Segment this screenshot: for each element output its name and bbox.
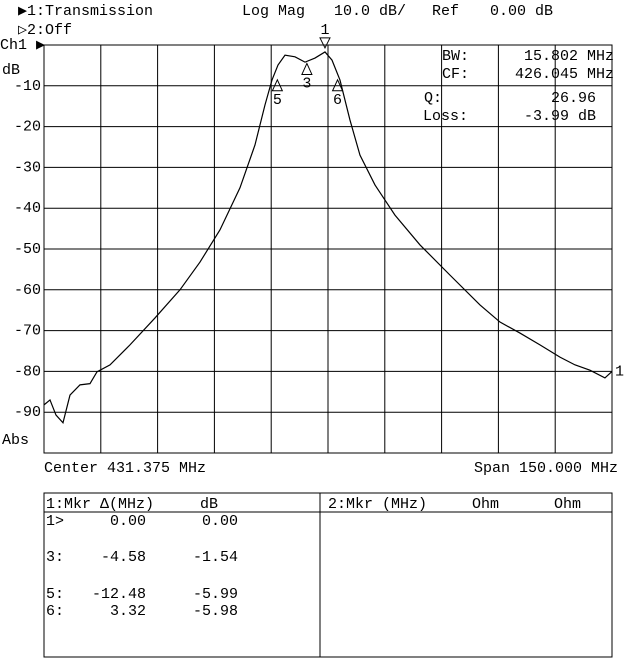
stat-label: Q: [424, 90, 442, 107]
stat-label: CF: [442, 66, 469, 83]
table-header: Ohm [472, 496, 499, 513]
y-tick-label: -70 [14, 323, 41, 340]
marker-label: 6 [333, 92, 342, 109]
stat-value: 26.96 [551, 90, 596, 107]
y-tick-label: -30 [14, 159, 41, 176]
y-tick-label: -40 [14, 200, 41, 217]
table-header: dB [200, 496, 218, 513]
table-header: 1:Mkr Δ(MHz) [46, 496, 154, 513]
table-cell: 0.00 [110, 513, 146, 530]
y-tick-label: -90 [14, 404, 41, 421]
marker [271, 78, 284, 92]
stat-value: -3.99 dB [524, 108, 596, 125]
y-unit: dB [2, 62, 20, 79]
y-tick-label: -10 [14, 78, 41, 95]
marker-label: 3 [302, 75, 311, 92]
table-cell: -1.54 [193, 549, 238, 566]
table-cell: 5: [46, 586, 64, 603]
ref-value: 0.00 dB [490, 3, 553, 20]
marker-label: 1 [320, 22, 329, 39]
scale-label: 10.0 dB/ [334, 3, 406, 20]
marker-label: 5 [273, 92, 282, 109]
y-tick-label: -20 [14, 119, 41, 136]
table-cell: -5.99 [193, 586, 238, 603]
table-cell: 6: [46, 603, 64, 620]
table-cell: -5.98 [193, 603, 238, 620]
table-cell: 3: [46, 549, 64, 566]
table-cell: 3.32 [110, 603, 146, 620]
table-header: Ohm [554, 496, 581, 513]
table-cell: -12.48 [92, 586, 146, 603]
channel-label: Ch1 ▶ [0, 37, 45, 54]
marker [301, 62, 313, 75]
bottom-label: Abs [2, 432, 29, 449]
y-tick-label: -80 [14, 363, 41, 380]
trace [43, 51, 613, 425]
center-label: Center 431.375 MHz [44, 460, 206, 477]
y-tick-label: -60 [14, 282, 41, 299]
trace-end-label: 1 [615, 363, 624, 380]
marker [319, 37, 331, 50]
channel1-label: ▶1:Transmission [18, 3, 153, 20]
stat-label: BW: [442, 48, 469, 65]
format-label: Log Mag [242, 3, 305, 20]
marker [331, 78, 344, 92]
stat-label: Loss: [423, 108, 468, 125]
marker-table-frame [43, 492, 613, 658]
stat-value: 15.802 MHz [524, 48, 614, 65]
table-cell: 0.00 [202, 513, 238, 530]
table-header: 2:Mkr (MHz) [328, 496, 427, 513]
table-cell: 1> [46, 513, 64, 530]
ref-label: Ref [432, 3, 459, 20]
table-cell: -4.58 [101, 549, 146, 566]
span-label: Span 150.000 MHz [474, 460, 618, 477]
y-tick-label: -50 [14, 241, 41, 258]
stat-value: 426.045 MHz [515, 66, 614, 83]
channel2-label: ▷2:Off [18, 22, 72, 39]
